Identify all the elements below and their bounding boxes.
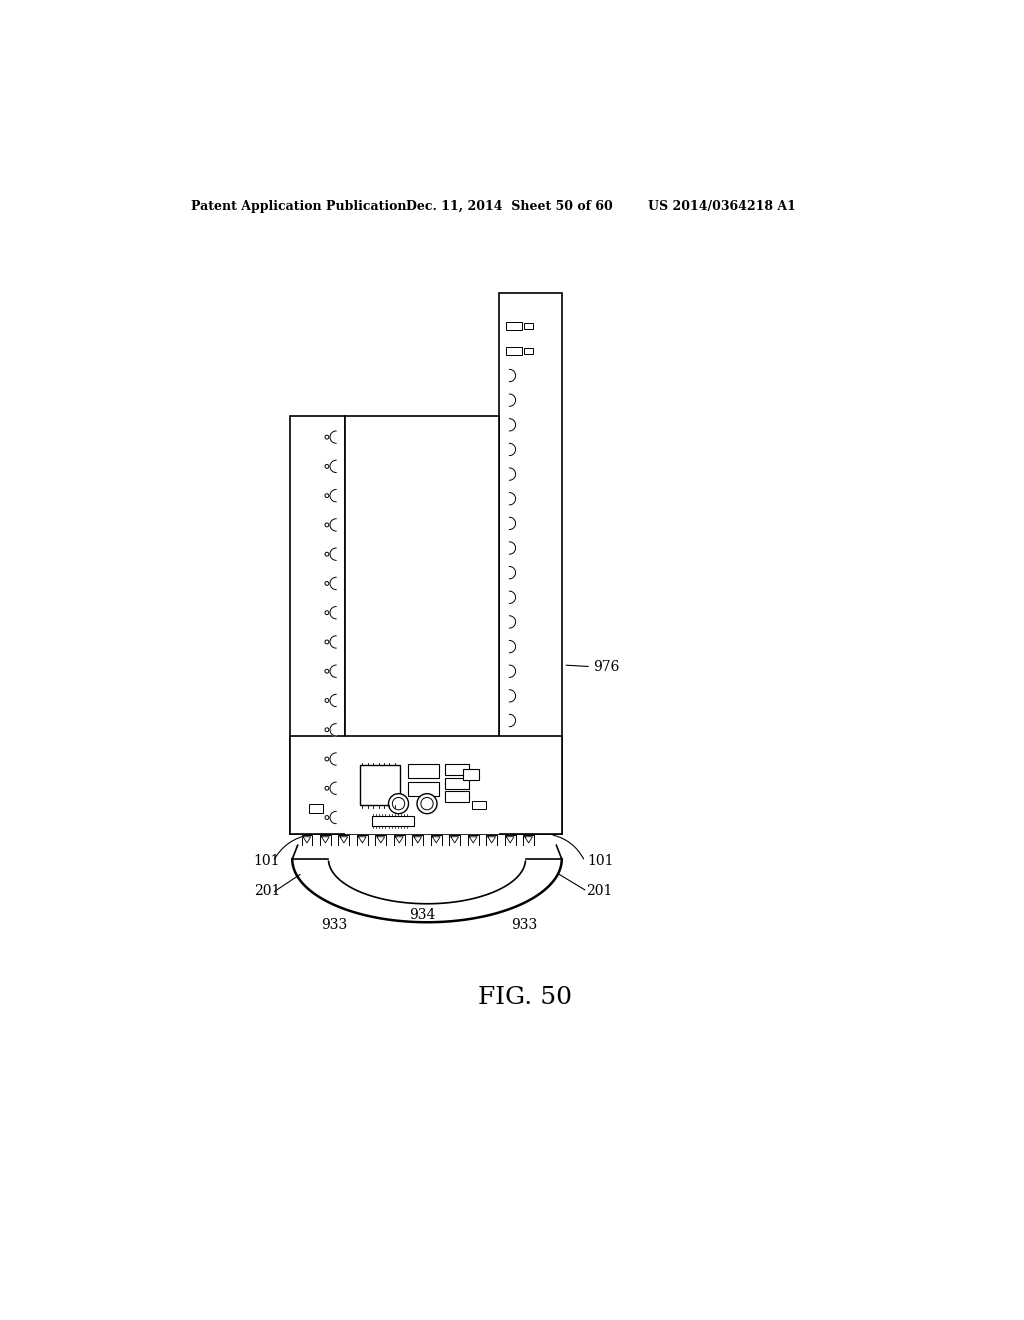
Bar: [524, 348, 534, 354]
Circle shape: [325, 611, 329, 615]
Text: 101: 101: [254, 854, 281, 869]
Polygon shape: [509, 665, 515, 677]
Bar: [372, 816, 414, 826]
Bar: [408, 781, 438, 796]
Polygon shape: [506, 837, 514, 843]
Polygon shape: [395, 837, 403, 843]
Circle shape: [325, 465, 329, 469]
Polygon shape: [487, 837, 496, 843]
Circle shape: [325, 816, 329, 820]
Polygon shape: [330, 519, 336, 531]
Bar: [506, 322, 522, 330]
Circle shape: [388, 793, 409, 813]
Bar: [309, 804, 323, 813]
Text: 201: 201: [254, 884, 281, 899]
Polygon shape: [303, 837, 310, 843]
Polygon shape: [330, 461, 336, 473]
Polygon shape: [509, 370, 515, 381]
Text: 101: 101: [587, 854, 613, 869]
Text: Dec. 11, 2014  Sheet 50 of 60: Dec. 11, 2014 Sheet 50 of 60: [407, 199, 613, 213]
Polygon shape: [330, 490, 336, 502]
Polygon shape: [432, 837, 440, 843]
Circle shape: [325, 727, 329, 731]
Text: 976: 976: [593, 660, 620, 673]
Circle shape: [325, 552, 329, 556]
Polygon shape: [330, 752, 336, 766]
Circle shape: [325, 669, 329, 673]
Polygon shape: [509, 543, 515, 554]
Text: 201: 201: [587, 884, 612, 899]
Bar: [463, 770, 478, 780]
Circle shape: [325, 698, 329, 702]
Bar: [524, 323, 534, 330]
Polygon shape: [330, 723, 336, 737]
Polygon shape: [330, 548, 336, 560]
Polygon shape: [330, 812, 336, 824]
Bar: [408, 764, 438, 779]
Circle shape: [421, 797, 433, 809]
Text: FIG. 50: FIG. 50: [478, 986, 571, 1010]
Polygon shape: [469, 837, 477, 843]
Circle shape: [325, 582, 329, 585]
Polygon shape: [509, 714, 515, 726]
Text: US 2014/0364218 A1: US 2014/0364218 A1: [648, 199, 796, 213]
Polygon shape: [509, 395, 515, 407]
Polygon shape: [509, 615, 515, 628]
Circle shape: [325, 523, 329, 527]
Bar: [345, 416, 499, 834]
Polygon shape: [509, 492, 515, 506]
Polygon shape: [509, 517, 515, 529]
Polygon shape: [322, 837, 330, 843]
Text: Patent Application Publication: Patent Application Publication: [190, 199, 407, 213]
Polygon shape: [330, 665, 336, 677]
Polygon shape: [509, 566, 515, 578]
Polygon shape: [330, 577, 336, 590]
Bar: [506, 347, 522, 355]
Polygon shape: [509, 469, 515, 480]
Polygon shape: [509, 444, 515, 455]
Bar: [499, 293, 562, 834]
Polygon shape: [509, 418, 515, 430]
Polygon shape: [414, 837, 422, 843]
Polygon shape: [524, 837, 532, 843]
Polygon shape: [330, 636, 336, 648]
Polygon shape: [451, 837, 459, 843]
Bar: [345, 416, 499, 737]
Text: 934: 934: [410, 908, 435, 921]
Circle shape: [325, 494, 329, 498]
Text: 933: 933: [511, 919, 538, 932]
Bar: [360, 766, 400, 805]
Circle shape: [392, 797, 404, 809]
Bar: [444, 764, 469, 775]
Polygon shape: [330, 781, 336, 795]
Polygon shape: [330, 694, 336, 706]
Polygon shape: [330, 430, 336, 444]
Circle shape: [325, 436, 329, 440]
Bar: [290, 737, 562, 834]
Polygon shape: [358, 837, 367, 843]
Circle shape: [325, 640, 329, 644]
Polygon shape: [330, 607, 336, 619]
Bar: [290, 416, 345, 834]
Polygon shape: [509, 640, 515, 653]
Circle shape: [325, 758, 329, 760]
Polygon shape: [377, 837, 385, 843]
Circle shape: [325, 787, 329, 791]
Circle shape: [417, 793, 437, 813]
Polygon shape: [509, 591, 515, 603]
Polygon shape: [509, 689, 515, 702]
Bar: [444, 779, 469, 789]
Text: 933: 933: [322, 919, 348, 932]
Bar: [472, 801, 485, 809]
Polygon shape: [340, 837, 348, 843]
Bar: [444, 792, 469, 803]
